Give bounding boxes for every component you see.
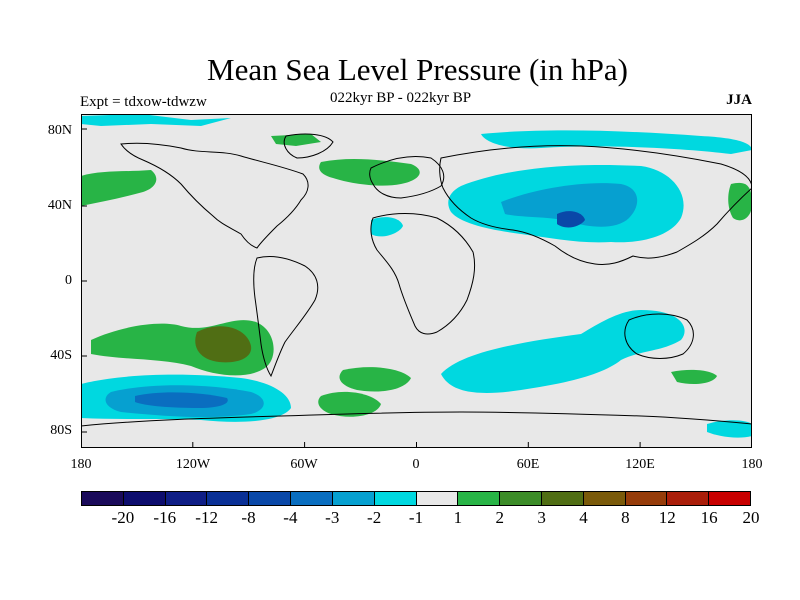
coastlines [81,133,752,427]
anomaly-southern-ocean-deep [135,392,228,408]
colorbar-swatch [458,492,501,505]
chart-title: Mean Sea Level Pressure (in hPa) [207,52,628,87]
experiment-label: Expt = tdxow-tdwzw [80,94,207,110]
lon-label-120e: 120E [625,457,655,472]
pressure-anomaly-map [81,114,752,448]
chart-subtitle: 022kyr BP - 022kyr BP [330,90,472,106]
anomaly-asia-negative-core [501,183,638,227]
colorbar-swatch [500,492,542,505]
anomaly-indian-ocean-negative [441,310,685,393]
colorbar-label: 12 [658,508,676,527]
africa-coast [370,213,476,335]
lon-label-180w: 180 [70,457,92,472]
map-panel [81,114,752,448]
anomaly-s-pacific-core [195,326,252,363]
europe-coast [369,155,445,199]
colorbar-swatch [249,492,292,505]
colorbar-swatch [123,492,166,505]
anomaly-n-pacific-positive [81,170,157,206]
anomaly-mediterranean-negative [371,217,403,237]
lon-label-120w: 120W [175,457,211,472]
anomaly-greenland-positive [271,134,321,146]
anomaly-antarctic-positive [318,391,381,417]
colorbar-label: 8 [621,508,630,527]
colorbar-swatch [709,492,750,505]
colorbar-label: -4 [283,508,298,527]
colorbar-swatch [374,492,417,505]
anomaly-s-indian-positive [671,369,717,384]
colorbar-swatch [82,492,124,505]
lat-label-80s: 80S [50,423,72,438]
south-america-coast [253,255,319,378]
colorbar-swatch [332,492,375,505]
anomaly-asia-negative-deep [557,211,585,228]
colorbar-label: -16 [153,508,177,527]
greenland-coast [283,133,334,159]
anomaly-south-atlantic-positive [339,367,411,392]
lon-label-60e: 60E [516,457,540,472]
colorbar-label: -12 [195,508,218,527]
map-ticks [81,128,641,448]
colorbar-swatch [165,492,208,505]
lon-label-0: 0 [412,457,420,472]
colorbar-label: -1 [408,508,424,527]
lon-label-60w: 60W [290,457,318,472]
asia-coast [439,145,752,265]
colorbar-swatch [207,492,250,505]
north-america-coast [120,142,309,249]
anomaly-east-asia-positive [728,182,752,221]
colorbar-label: -8 [241,508,256,527]
lat-label-40n: 40N [47,198,72,213]
colorbar [81,491,751,506]
lat-label-0: 0 [65,273,72,288]
colorbar-label: -3 [325,508,340,527]
antarctica-coast [81,411,752,427]
anomaly-arctic-ribbon [81,114,231,126]
colorbar-swatch [291,492,333,505]
colorbar-swatch [541,492,584,505]
colorbar-label: 4 [579,508,588,527]
lon-label-180e: 180 [741,457,763,472]
lat-label-80n: 80N [47,123,72,138]
colorbar-label: -2 [367,508,382,527]
colorbar-label: 20 [742,508,760,527]
anomaly-south-east-negative [707,420,752,438]
season-label: JJA [726,92,752,108]
colorbar-swatch [625,492,668,505]
colorbar-swatch [416,492,459,505]
colorbar-swatch [583,492,626,505]
colorbar-label: 3 [537,508,546,527]
anomaly-arctic-cyan-east [481,130,752,154]
colorbar-label: 16 [700,508,718,527]
colorbar-label: -20 [111,508,135,527]
colorbar-swatch [667,492,710,505]
colorbar-label: 1 [453,508,463,527]
australia-coast [624,313,694,359]
colorbar-label: 2 [495,508,505,527]
lat-label-40s: 40S [50,348,72,363]
